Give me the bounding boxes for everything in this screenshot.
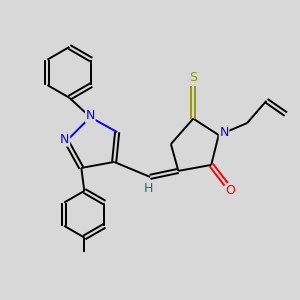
Text: N: N <box>219 126 229 139</box>
Text: N: N <box>85 109 95 122</box>
Text: O: O <box>226 184 236 197</box>
Text: N: N <box>60 133 70 146</box>
Text: H: H <box>144 182 153 195</box>
Text: S: S <box>189 71 197 84</box>
